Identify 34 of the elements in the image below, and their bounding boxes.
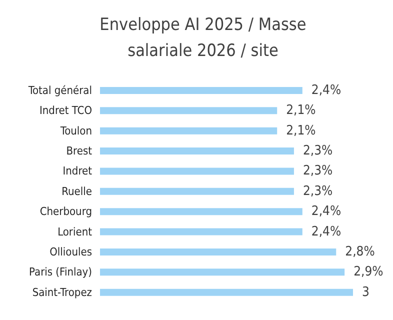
y-tick-label: Indret: [62, 164, 92, 178]
data-label: 2,4%: [311, 83, 342, 98]
y-tick-label: Cherbourg: [40, 205, 92, 218]
data-label: 2,9%: [354, 264, 384, 280]
chart-title: Enveloppe AI 2025 / Masse salariale 2026 / site: [98, 14, 308, 63]
bar: [100, 87, 302, 94]
y-tick-label: Toulon: [59, 124, 92, 138]
data-label: 2,4%: [311, 224, 342, 240]
bar: [100, 107, 278, 114]
bar: [100, 168, 294, 175]
data-label: 2,4%: [311, 204, 342, 220]
bar: [100, 148, 294, 155]
data-label: 2,3%: [302, 164, 333, 179]
y-tick-label: Ollioules: [50, 245, 92, 258]
data-label: 3: [362, 284, 370, 300]
data-label: 2,1%: [286, 123, 316, 138]
bar: [100, 228, 302, 236]
data-label: 2,8%: [345, 244, 375, 260]
bar: [100, 188, 294, 195]
data-label: 2,1%: [286, 103, 316, 118]
y-tick-label: Lorient: [58, 225, 92, 238]
bar: [100, 208, 302, 216]
bar: [100, 268, 345, 276]
bar: [100, 248, 336, 256]
y-tick-label: Brest: [66, 144, 92, 158]
y-tick-label: Indret TCO: [39, 104, 92, 118]
data-label: 2,3%: [302, 184, 333, 199]
y-tick-label: Saint-Tropez: [32, 286, 92, 299]
y-tick-label: Total général: [27, 84, 92, 97]
y-tick-label: Ruelle: [62, 184, 92, 198]
bar: [100, 288, 353, 296]
data-label: 2,3%: [302, 144, 333, 159]
bar: [100, 127, 278, 134]
y-tick-label: Paris (Finlay): [29, 266, 92, 279]
